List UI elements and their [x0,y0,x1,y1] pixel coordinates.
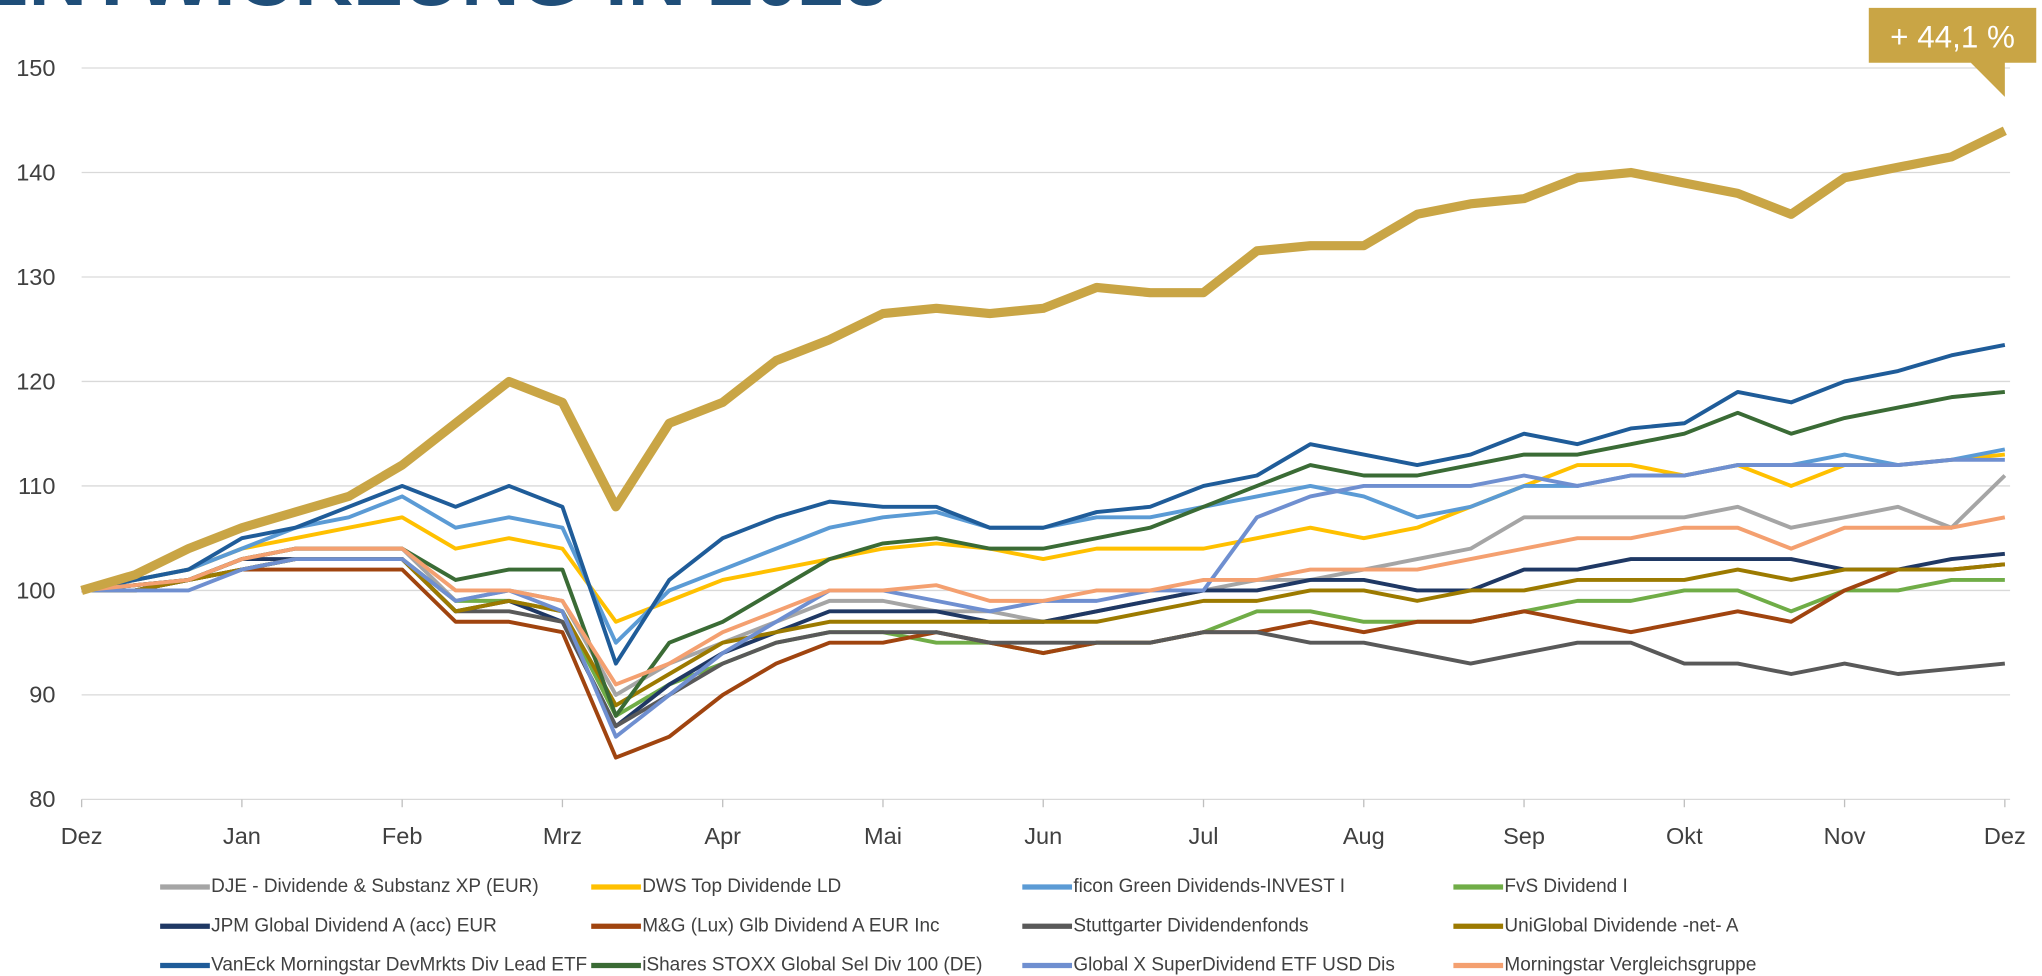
series-line [81,557,2005,718]
series-line [81,342,2006,666]
annotation: + 44,1 % [1890,20,2015,55]
y-tick-label: 130 [16,264,55,290]
x-tick-label: Okt [1666,823,1703,849]
series-line [81,515,2006,687]
x-tick-label: Mai [864,823,902,849]
y-tick-label: 140 [16,159,55,185]
y-tick-label: 120 [16,368,55,394]
legend-label: Global X SuperDividend ETF USD Dis [1073,955,1395,976]
legend-label: UniGlobal Dividende -net- A [1504,915,1738,936]
legend-label: iShares STOXX Global Sel Div 100 (DE) [642,955,982,976]
y-tick-label: 110 [18,473,56,499]
x-tick-label: Dez [1984,823,2026,849]
series-line [81,557,2006,708]
legend-label: FvS Dividend I [1504,876,1627,897]
legend-label: DWS Top Dividende LD [642,876,841,897]
x-tick-label: Jun [1024,823,1062,849]
x-tick-label: Apr [704,823,741,849]
x-tick-label: Dez [61,823,103,849]
x-tick-label: Aug [1343,823,1385,849]
x-tick-label: Nov [1824,823,1866,849]
legend-label: VanEck Morningstar DevMrkts Div Lead ETF [211,955,587,976]
legend-label: Morningstar Vergleichsgruppe [1504,955,1756,976]
series-line [81,389,2006,718]
annotation-box [1868,7,2037,97]
legend-label: Stuttgarter Dividendenfonds [1073,915,1308,936]
series-line [81,557,2006,729]
x-tick-label: Jan [223,823,261,849]
y-tick-label: 100 [16,577,55,603]
series-line [81,562,2006,760]
x-tick-label: Feb [382,823,423,849]
y-tick-label: 80 [29,786,55,812]
series-line [81,551,2006,729]
x-tick-label: Jul [1188,823,1218,849]
legend-label: ficon Green Dividends-INVEST I [1073,876,1345,897]
x-tick-label: Sep [1503,823,1545,849]
legend-label: DJE - Dividende & Substanz XP (EUR) [211,876,539,897]
x-tick-label: Mrz [543,823,582,849]
legend-label: JPM Global Dividend A (acc) EUR [211,915,497,936]
legend-label: M&G (Lux) Glb Dividend A EUR Inc [642,915,939,936]
y-tick-label: 150 [16,55,55,81]
chart-title: ENTWICKLUNG IN 2025 [0,0,889,23]
series-line [80,126,2007,595]
y-tick-label: 90 [29,682,55,708]
